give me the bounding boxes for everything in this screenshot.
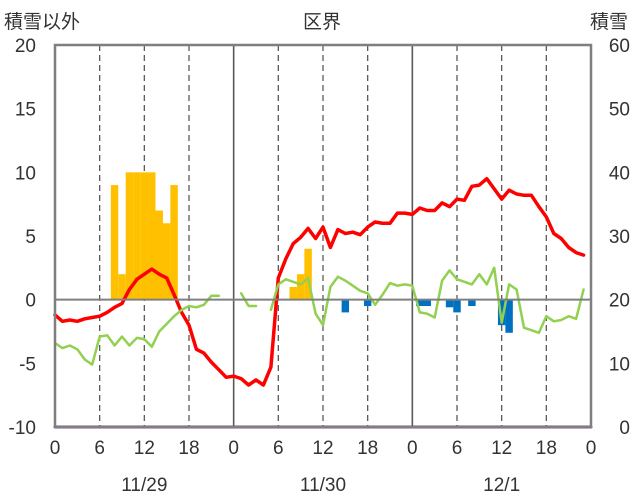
x-hour-tick-label: 12 [134, 438, 155, 459]
x-date-label: 11/30 [300, 475, 346, 496]
y-left-tick-label: 0 [25, 291, 36, 312]
snowfall-negative-bar [453, 299, 461, 313]
y-left-tick-label: 10 [15, 163, 36, 184]
y-axis-left-ticks: 20 15 10 5 0 -5 -10 [9, 36, 36, 439]
y-axis-right-ticks: 60 50 40 30 20 10 0 [609, 36, 630, 439]
snowfall-negative-bar [363, 299, 372, 307]
x-hour-tick-label: 0 [228, 438, 239, 459]
snowfall-negative-bar [505, 299, 513, 333]
y-right-tick-label: 0 [619, 418, 630, 439]
snowfall-negative-bar [497, 299, 506, 326]
right-axis-header: 積雪 [590, 11, 628, 33]
left-axis-header: 積雪以外 [4, 11, 80, 33]
x-hour-tick-label: 12 [491, 438, 512, 459]
snow-bar [296, 274, 305, 300]
green-series-line [269, 266, 585, 335]
x-axis-hour-ticks: 0 6 12 18 0 6 12 18 0 6 12 18 0 [50, 438, 597, 459]
x-hour-tick-label: 18 [357, 438, 378, 459]
green-series-line [53, 294, 221, 366]
plot-frame [53, 43, 593, 429]
x-hour-tick-label: 0 [50, 438, 61, 459]
snow-bar [140, 172, 149, 300]
plot-border [53, 43, 593, 429]
snowfall-negative-bar [341, 299, 350, 313]
snow-bar [162, 223, 171, 300]
x-axis-date-labels: 11/29 11/30 12/1 [121, 475, 520, 496]
snow-bar [110, 185, 119, 300]
x-hour-tick-label: 0 [586, 438, 597, 459]
snow-bar [304, 248, 312, 300]
y-right-tick-label: 60 [609, 36, 630, 57]
snow-bar [125, 172, 134, 300]
x-hour-tick-label: 6 [94, 438, 105, 459]
x-hour-tick-label: 0 [407, 438, 418, 459]
x-hour-tick-label: 18 [536, 438, 557, 459]
y-left-tick-label: 5 [25, 227, 36, 248]
snowfall-negative-bar [468, 299, 476, 307]
y-right-tick-label: 50 [609, 100, 630, 121]
snowfall-negative-bar [445, 299, 454, 308]
x-hour-tick-label: 18 [178, 438, 199, 459]
y-left-tick-label: 20 [15, 36, 36, 57]
y-right-tick-label: 40 [609, 163, 630, 184]
red-series-line [53, 176, 586, 387]
snowfall-negative-bar [416, 299, 424, 307]
x-date-label: 11/29 [121, 475, 167, 496]
snow-bar [118, 274, 126, 300]
snow-bar [170, 185, 178, 300]
bar-series [110, 172, 513, 333]
y-right-tick-label: 20 [609, 291, 630, 312]
y-left-tick-label: -10 [9, 418, 36, 439]
x-date-label: 12/1 [483, 475, 520, 496]
snow-bar [155, 210, 163, 300]
y-left-tick-label: -5 [19, 354, 36, 375]
snow-bar [289, 286, 297, 300]
chart-station-title: 区界 [303, 11, 341, 33]
y-right-tick-label: 30 [609, 227, 630, 248]
y-left-tick-label: 15 [15, 100, 36, 121]
x-hour-tick-label: 12 [312, 438, 333, 459]
snowfall-negative-bar [423, 299, 431, 307]
y-right-tick-label: 10 [609, 354, 630, 375]
x-hour-tick-label: 6 [273, 438, 284, 459]
x-hour-tick-label: 6 [452, 438, 463, 459]
snow-bar [148, 172, 156, 300]
snow-bar [133, 172, 141, 300]
green-series-line [239, 292, 258, 308]
